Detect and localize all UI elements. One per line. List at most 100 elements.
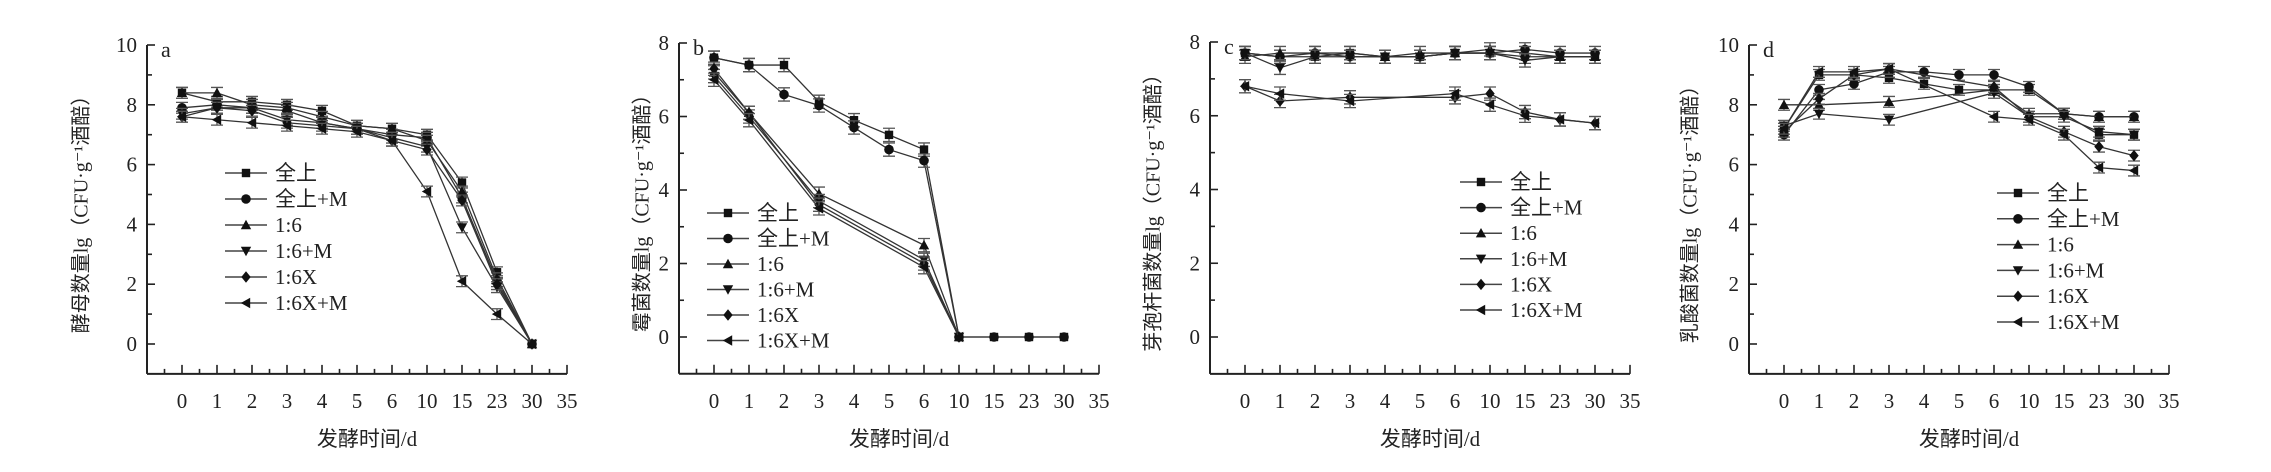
data-point xyxy=(1519,47,1531,58)
x-tick-label: 15 xyxy=(452,389,473,413)
data-point xyxy=(918,239,930,250)
x-tick-label: 6 xyxy=(919,389,930,413)
y-axis-label: 酵母数量lg（CFU·g⁻¹酒醅） xyxy=(70,86,93,334)
x-tick-label: 10 xyxy=(1480,389,1501,413)
data-point xyxy=(2093,162,2104,173)
legend-item: 1:6+M xyxy=(1460,247,1568,271)
legend-label: 1:6+M xyxy=(2047,258,2105,282)
data-point xyxy=(421,186,432,197)
data-point xyxy=(1883,96,1895,107)
data-point xyxy=(1814,93,1824,105)
x-tick-label: 0 xyxy=(1779,389,1790,413)
x-tick-label: 4 xyxy=(849,389,860,413)
data-point xyxy=(1883,115,1895,125)
x-tick-label: 4 xyxy=(1380,389,1391,413)
legend-item: 全上+M xyxy=(1997,207,2120,231)
legend-marker xyxy=(1475,228,1487,238)
series-triangle-left xyxy=(176,110,537,350)
y-tick-label: 4 xyxy=(1190,178,1201,202)
x-tick-label: 4 xyxy=(1919,389,1930,413)
legend-marker xyxy=(722,285,734,295)
legend-item: 全上+M xyxy=(225,187,348,211)
data-point xyxy=(456,276,467,287)
data-point xyxy=(457,194,467,207)
legend-item: 全上 xyxy=(225,161,317,185)
legend-label: 1:6X+M xyxy=(275,291,348,315)
data-point xyxy=(708,74,719,85)
y-axis-label: 芽孢杆菌数量lg（CFU·g⁻¹酒醅） xyxy=(1142,64,1165,352)
y-tick-label: 8 xyxy=(1190,30,1201,54)
legend-label: 1:6X+M xyxy=(1510,298,1583,322)
data-point xyxy=(212,102,222,114)
legend-marker xyxy=(1475,254,1487,264)
data-point xyxy=(1989,81,1999,93)
legend-marker xyxy=(241,271,251,283)
x-tick-label: 23 xyxy=(2089,389,2110,413)
y-tick-label: 0 xyxy=(127,332,138,356)
data-point xyxy=(1813,109,1825,119)
x-tick-label: 35 xyxy=(1089,389,1110,413)
legend-item: 1:6 xyxy=(707,252,784,276)
data-point xyxy=(492,278,502,290)
data-point xyxy=(2094,140,2104,153)
legend-marker xyxy=(2012,266,2024,276)
data-point xyxy=(526,338,537,350)
x-tick-label: 23 xyxy=(1550,389,1571,413)
x-tick-label: 15 xyxy=(984,389,1005,413)
legend-label: 全上 xyxy=(275,161,317,185)
legend-label: 全上+M xyxy=(757,227,830,251)
series-line xyxy=(181,116,533,345)
data-point xyxy=(1414,52,1426,62)
y-axis-label: 霉菌数量lg（CFU·g⁻¹酒醅） xyxy=(631,85,654,333)
legend-item: 1:6X+M xyxy=(707,329,830,353)
legend-label: 1:6+M xyxy=(1510,247,1568,271)
data-point xyxy=(316,123,327,134)
legend-item: 1:6X xyxy=(707,303,799,327)
series-line xyxy=(1244,85,1596,124)
data-point xyxy=(1519,110,1530,121)
series-circle xyxy=(708,50,1069,342)
data-point xyxy=(211,114,222,125)
data-point xyxy=(2023,114,2034,125)
data-point xyxy=(1484,99,1495,110)
legend-marker xyxy=(722,258,734,269)
data-point xyxy=(1849,79,1859,89)
data-point xyxy=(1954,70,1964,80)
x-axis-label: 发酵时间/d xyxy=(1919,427,2020,451)
data-point xyxy=(1554,114,1565,125)
legend-marker xyxy=(2013,188,2023,198)
data-point xyxy=(2128,165,2139,176)
data-point xyxy=(2129,149,2139,162)
legend-marker xyxy=(241,194,251,204)
legend-marker xyxy=(240,297,251,309)
legend-item: 全上+M xyxy=(1460,196,1583,220)
data-point xyxy=(779,60,789,70)
data-point xyxy=(849,122,859,133)
data-point xyxy=(1275,95,1285,107)
legend-item: 全上 xyxy=(707,201,799,225)
y-tick-label: 0 xyxy=(659,325,670,349)
legend-marker xyxy=(1476,278,1486,291)
y-tick-label: 8 xyxy=(659,31,670,55)
x-tick-label: 5 xyxy=(352,389,363,413)
data-point xyxy=(246,117,257,128)
legend-label: 1:6 xyxy=(1510,221,1537,245)
legend-item: 全上 xyxy=(1997,181,2089,205)
x-axis-label: 发酵时间/d xyxy=(317,427,418,451)
series-diamond xyxy=(176,101,537,350)
legend-label: 1:6+M xyxy=(275,239,333,263)
x-tick-label: 30 xyxy=(1054,389,1075,413)
data-point xyxy=(281,120,292,131)
series-triangle-down xyxy=(176,101,538,350)
series-triangle-left xyxy=(708,72,964,343)
data-point xyxy=(709,63,719,75)
data-point xyxy=(1274,63,1286,74)
data-point xyxy=(1883,63,1894,75)
legend-item: 1:6+M xyxy=(707,278,815,302)
legend-label: 1:6+M xyxy=(757,278,815,302)
legend-label: 1:6X xyxy=(757,303,799,327)
legend-label: 1:6X+M xyxy=(757,329,830,353)
data-point xyxy=(813,188,825,198)
